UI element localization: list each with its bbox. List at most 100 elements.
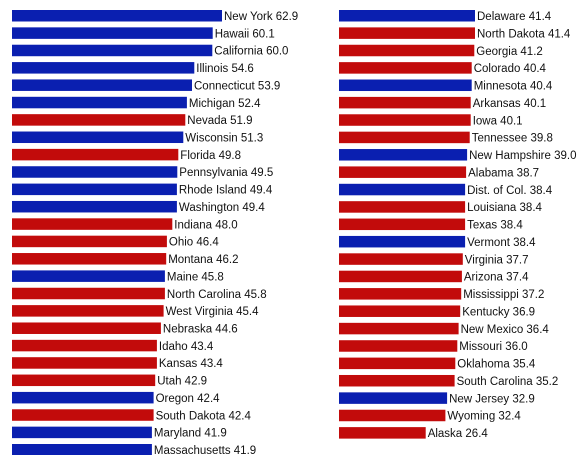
bar [339,114,471,126]
bar-label: Pennsylvania 49.5 [179,167,273,179]
bar-label: Hawaii 60.1 [215,28,275,40]
bar [339,96,471,109]
bar [339,44,475,57]
bar [12,253,167,265]
bar [339,79,472,92]
bar-label: Missouri 36.0 [459,341,527,353]
bar-label: Tennessee 39.8 [472,133,553,145]
bar-label: Minnesota 40.4 [474,81,553,93]
bar [12,200,177,213]
bar-label: North Carolina 45.8 [167,289,267,301]
bar [339,235,466,248]
bar-label: Arkansas 40.1 [473,98,547,110]
bar [12,374,156,387]
bar-label: Ohio 46.4 [169,237,219,249]
bar [339,357,456,370]
bar-label: Colorado 40.4 [474,63,547,75]
bar-label: Arizona 37.4 [464,272,529,284]
bar-label: West Virginia 45.4 [166,306,260,318]
bar-label: Montana 46.2 [168,254,238,266]
bar-label: Wyoming 32.4 [447,411,521,423]
bar-label: Vermont 38.4 [467,237,536,249]
bar-label: New York 62.9 [224,11,298,23]
bar-label: Mississippi 37.2 [463,289,544,301]
bar-label: Nevada 51.9 [187,115,252,127]
bar-label: Indiana 48.0 [174,219,237,231]
bar-label: New Hampshire 39.0 [469,150,576,162]
bar [339,10,475,22]
bar-label: Connecticut 53.9 [194,80,280,92]
bar [12,305,164,317]
bar-label: Illinois 54.6 [196,63,254,75]
bar-label: New Jersey 32.9 [449,393,535,405]
bar-label: Georgia 41.2 [476,46,543,58]
bar [339,62,472,74]
bar [339,149,468,161]
bar-label: Delaware 41.4 [477,11,552,23]
bar [339,305,461,317]
bar [339,392,448,404]
bar [339,322,459,335]
bar [12,357,157,369]
bar-label: Maryland 41.9 [154,428,227,440]
bar-label: Virginia 37.7 [465,254,529,266]
bar-label: Maine 45.8 [167,271,224,283]
bar-label: Idaho 43.4 [159,341,214,353]
bar [339,183,466,196]
bar [12,444,152,455]
bar-label: North Dakota 41.4 [477,28,571,40]
bar-label: Alabama 38.7 [468,167,539,179]
bar [12,391,154,404]
bar [339,131,470,144]
bar [12,114,186,126]
bar-label: Texas 38.4 [467,220,523,232]
bar [12,183,177,196]
bar [339,340,458,352]
bar [12,96,187,109]
bar-label: South Carolina 35.2 [457,376,559,388]
bar [12,166,178,178]
bar [339,409,446,422]
bar-label: Utah 42.9 [157,376,207,388]
bar [339,270,462,283]
left-bar-column: New York 62.9 Hawaii 60.1 California 60.0 I… [12,10,298,455]
bar [12,287,165,300]
bar-label: Washington 49.4 [179,202,265,214]
bar-label: South Dakota 42.4 [156,410,252,422]
bar [12,27,213,39]
bar-label: New Mexico 36.4 [461,324,550,336]
bar [12,10,222,22]
bar [12,322,161,334]
bar-label: Florida 49.8 [180,150,241,162]
bar [339,27,475,39]
bar [339,166,467,178]
bar [339,427,426,439]
bar [12,79,192,91]
bar [339,288,462,300]
bar-label: Louisiana 38.4 [467,202,542,214]
bar [339,218,466,231]
bar [12,409,154,421]
bar [339,374,455,387]
bar-label: Alaska 26.4 [428,428,489,440]
bar [12,339,157,352]
bar [12,62,195,74]
bar [339,201,466,213]
bar [12,218,173,230]
bar [339,253,463,265]
bar [12,270,165,282]
bar-label: Oregon 42.4 [156,393,221,405]
bar-label: Kansas 43.4 [159,358,224,370]
bar-label: Iowa 40.1 [473,115,523,127]
bar [12,148,179,161]
bar-label: Wisconsin 51.3 [185,133,263,145]
right-bar-column: Delaware 41.4 North Dakota 41.4 Georgia 41… [339,10,576,440]
bar-label: Nebraska 44.6 [163,324,238,336]
bar-label: Oklahoma 35.4 [457,359,536,371]
bar-label: Michigan 52.4 [189,98,261,110]
bar-label: Dist. of Col. 38.4 [467,185,553,197]
bar-label: Kentucky 36.9 [462,307,535,319]
bar [12,44,213,57]
bar [12,235,167,248]
